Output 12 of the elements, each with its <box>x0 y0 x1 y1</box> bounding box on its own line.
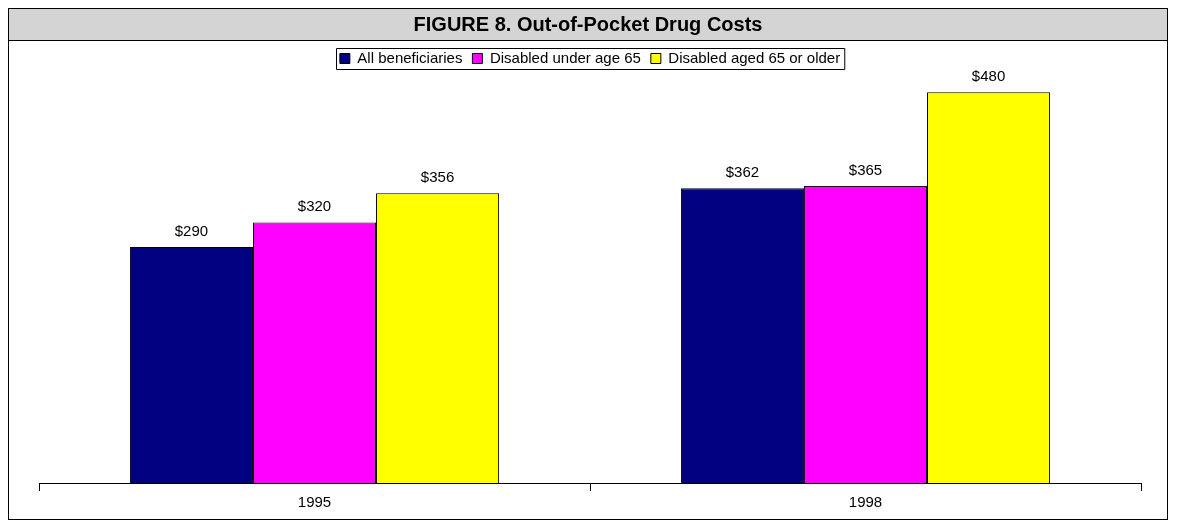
x-tick-label: 1995 <box>297 493 332 511</box>
data-label: $480 <box>971 66 1006 84</box>
x-tick-label: 1998 <box>848 493 883 511</box>
data-label: $290 <box>174 221 209 239</box>
data-label: $365 <box>848 160 883 178</box>
data-label: $362 <box>725 162 760 180</box>
legend-label: Disabled under age 65 <box>489 48 641 66</box>
legend-label: Disabled aged 65 or older <box>668 48 841 66</box>
data-label: $356 <box>420 167 455 185</box>
data-label: $320 <box>297 197 332 215</box>
chart-title: FIGURE 8. Out-of-Pocket Drug Costs <box>9 9 1167 41</box>
legend-label: All beneficiaries <box>357 48 463 66</box>
